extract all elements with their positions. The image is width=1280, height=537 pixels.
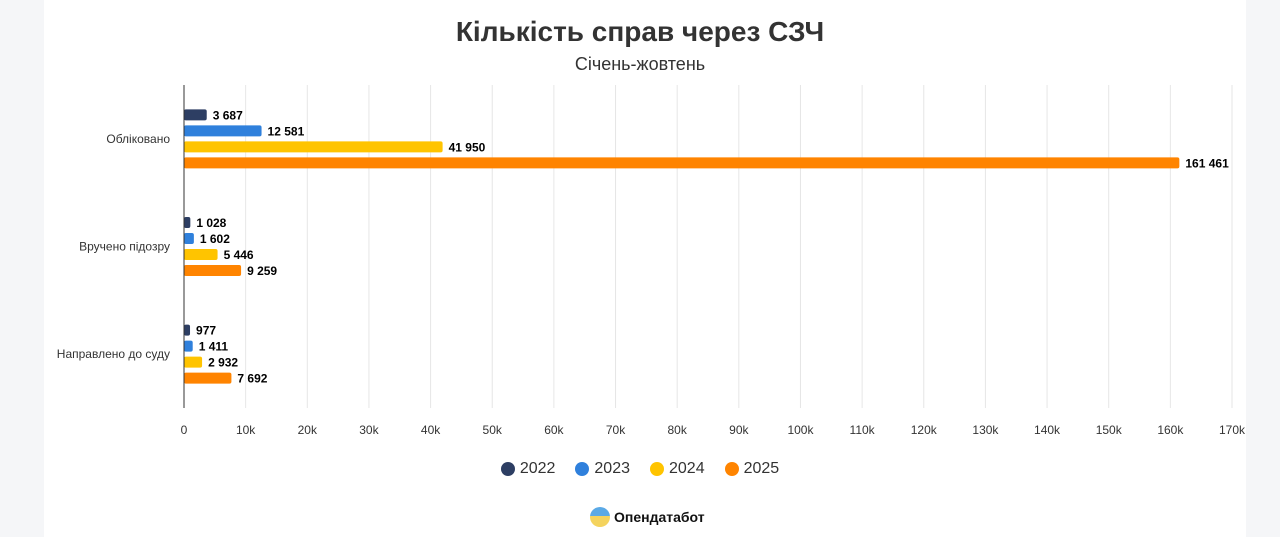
category-label: Вручено підозру (79, 240, 170, 254)
legend: 2022 2023 2024 2025 (0, 460, 1280, 478)
x-tick-label: 10k (236, 423, 256, 437)
bar-2022 (184, 324, 191, 336)
x-tick-label: 140k (1034, 423, 1061, 437)
legend-item-2023[interactable]: 2023 (575, 460, 630, 478)
legend-dot-icon (575, 462, 590, 476)
bar-2023 (184, 125, 262, 137)
x-tick-label: 30k (359, 423, 379, 437)
x-tick-label: 40k (421, 423, 441, 437)
legend-dot-icon (650, 462, 664, 476)
data-label: 1 411 (199, 340, 229, 354)
data-label: 9 259 (247, 264, 277, 278)
bar-2023 (184, 340, 193, 352)
bar-2022 (184, 217, 191, 228)
data-label: 3 687 (213, 108, 243, 122)
data-label: 1 602 (200, 232, 230, 246)
x-tick-label: 20k (298, 423, 318, 437)
x-tick-label: 160k (1157, 423, 1184, 437)
chart-card (44, 0, 1246, 537)
chart-title: Кількість справ через СЗЧ (455, 16, 825, 47)
legend-dot-icon (500, 462, 515, 476)
x-tick-label: 120k (911, 423, 938, 437)
legend-label: 2025 (743, 460, 780, 477)
data-label: 5 446 (224, 248, 254, 262)
x-tick-label: 170k (1219, 423, 1246, 437)
bar-2022 (184, 109, 207, 121)
data-label: 977 (196, 324, 216, 338)
data-label: 2 932 (208, 356, 238, 370)
bar-2025 (184, 372, 232, 384)
x-tick-label: 90k (729, 423, 749, 437)
opendatabot-logo-icon (590, 507, 610, 527)
chart-subtitle: Січень-жовтень (574, 54, 706, 74)
category-label: Направлено до суду (57, 347, 170, 361)
legend-label: 2024 (669, 460, 705, 477)
data-label: 7 692 (237, 372, 267, 386)
legend-label: 2023 (594, 460, 630, 477)
x-tick-label: 100k (787, 423, 814, 437)
data-label: 41 950 (449, 140, 486, 154)
legend-dot-icon (724, 462, 739, 476)
x-tick-label: 80k (667, 423, 687, 437)
x-tick-label: 150k (1096, 423, 1123, 437)
category-label: Обліковано (106, 132, 170, 146)
x-tick-label: 70k (606, 423, 626, 437)
x-tick-label: 50k (483, 423, 503, 437)
bar-2025 (184, 265, 242, 276)
x-tick-label: 110k (850, 423, 876, 437)
bar-2025 (184, 157, 1180, 169)
x-tick-label: 60k (544, 423, 564, 437)
opendatabot-logo: Опендатабот (590, 507, 705, 527)
legend-item-2022[interactable]: 2022 (500, 460, 556, 478)
bar-2023 (184, 233, 194, 244)
data-label: 1 028 (196, 216, 226, 230)
x-tick-label: 0 (181, 423, 188, 437)
legend-label: 2022 (519, 460, 556, 477)
bar-2024 (184, 249, 218, 260)
bar-2024 (184, 356, 203, 368)
bar-2024 (184, 141, 443, 153)
logo-text: Опендатабот (614, 509, 705, 525)
legend-item-2025[interactable]: 2025 (724, 460, 780, 478)
data-label: 161 461 (1185, 156, 1229, 170)
data-label: 12 581 (268, 124, 305, 138)
x-tick-label: 130k (972, 423, 999, 437)
legend-item-2024[interactable]: 2024 (650, 460, 705, 478)
